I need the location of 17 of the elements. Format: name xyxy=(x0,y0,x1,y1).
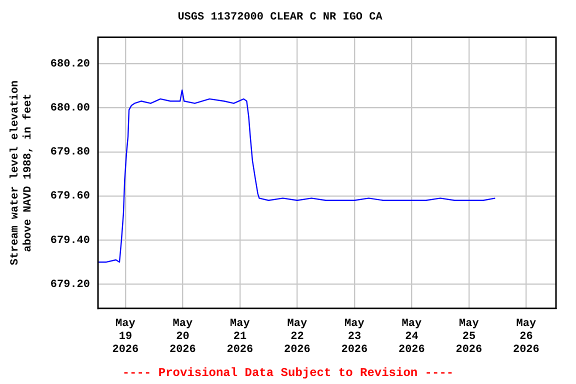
y-tick-label: 679.80 xyxy=(50,146,90,159)
text: ---- Provisional Data Subject to Revision ---- xyxy=(121,366,455,380)
x-tick-label: May 25 2026 xyxy=(456,318,482,356)
x-tick-label: May 22 2026 xyxy=(284,318,310,356)
x-tick-label: May 21 2026 xyxy=(226,318,254,356)
y-axis-title: Stream water level elevation above NAVD 1988, in feet xyxy=(9,80,35,266)
chart-title: USGS 11372000 CLEAR C NR IGO CA xyxy=(178,11,383,24)
x-tick-label: May 20 2026 xyxy=(169,318,196,356)
y-tick-label: 679.20 xyxy=(50,278,90,291)
y-tick-label: 679.40 xyxy=(50,234,90,247)
y-tick-label: 680.20 xyxy=(50,58,90,70)
x-tick-label: May 19 2026 xyxy=(112,318,139,356)
y-tick-label: 679.60 xyxy=(50,190,90,203)
x-tick-label: May 23 2026 xyxy=(341,318,368,356)
x-tick-label: May 24 2026 xyxy=(398,318,425,356)
x-tick-label: May 26 2026 xyxy=(512,318,540,356)
y-tick-label: 680.00 xyxy=(50,102,90,115)
